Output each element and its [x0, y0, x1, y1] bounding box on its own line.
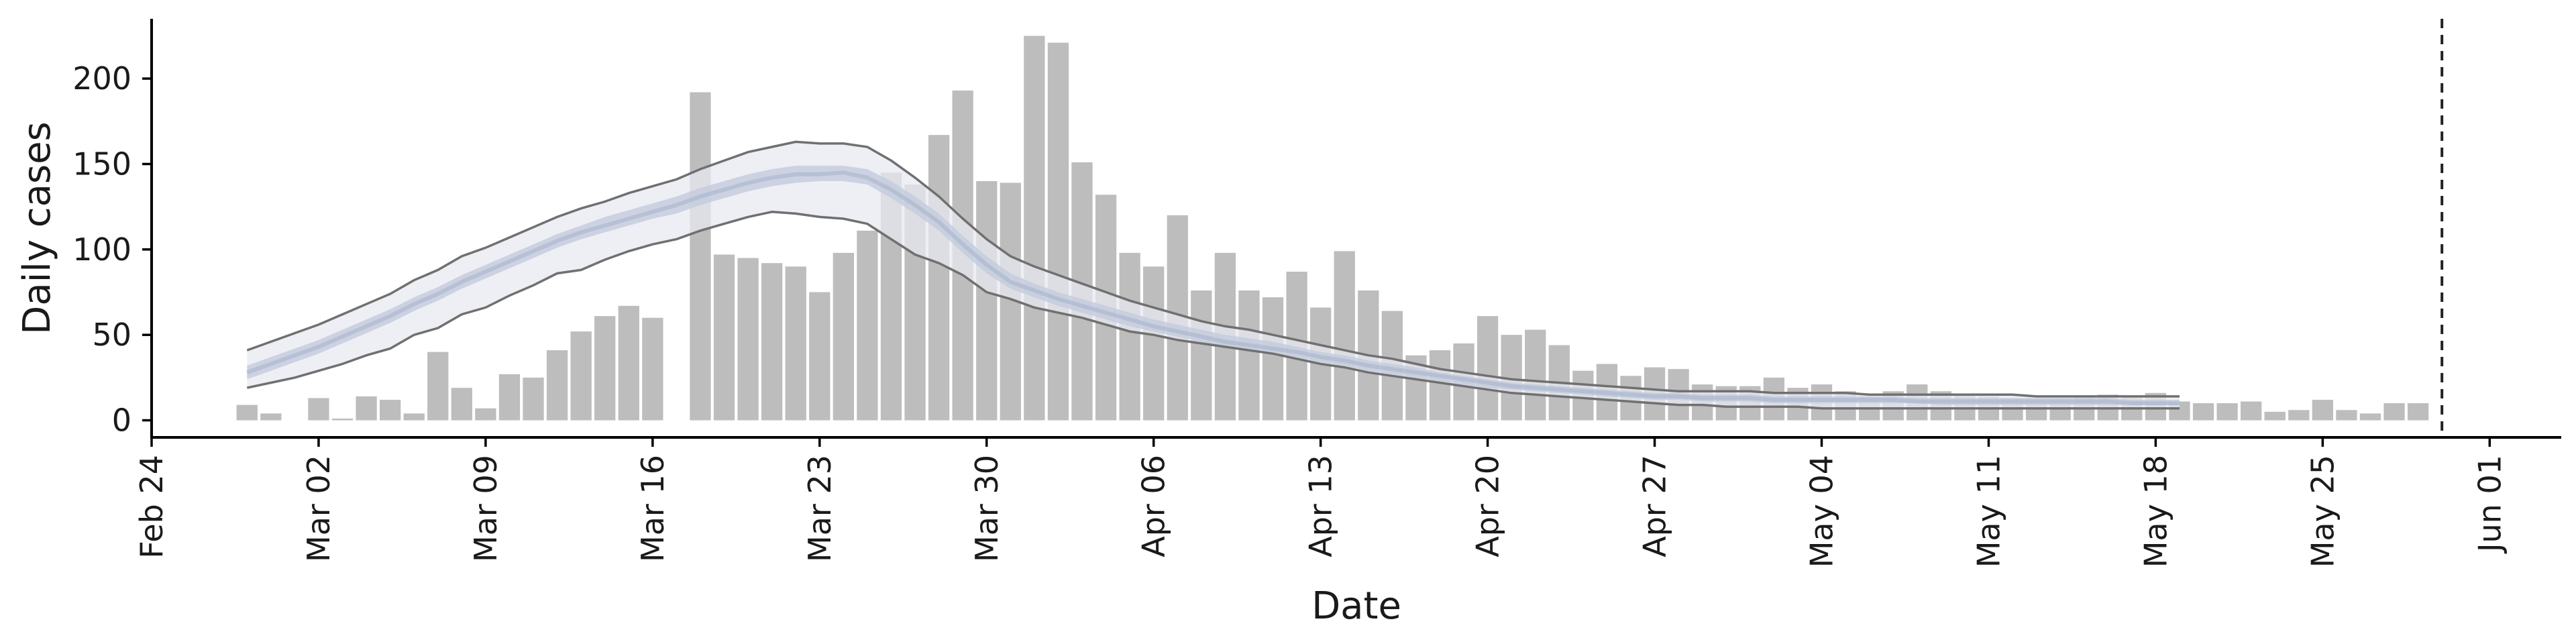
y-tick-label: 0 — [112, 402, 131, 439]
bar — [1238, 290, 1260, 421]
bar — [2359, 413, 2381, 421]
bar — [737, 258, 759, 421]
bar — [498, 374, 521, 421]
x-tick-label: Mar 02 — [301, 455, 337, 562]
bar — [809, 292, 830, 421]
bar — [523, 377, 544, 421]
bar — [928, 135, 950, 421]
x-tick-label: Feb 24 — [133, 455, 170, 559]
bar — [857, 230, 878, 421]
bar — [1143, 266, 1165, 421]
lower-bound-line — [246, 211, 2180, 410]
bar — [1191, 290, 1212, 421]
bar — [761, 263, 783, 421]
bar — [690, 92, 711, 421]
x-axis-label: Date — [1311, 584, 1401, 628]
y-tick-label: 50 — [92, 317, 131, 353]
bar — [451, 388, 472, 421]
median-line — [246, 170, 2180, 406]
bar — [236, 405, 258, 421]
x-tick-label: May 11 — [1970, 455, 2006, 568]
x-tick-label: Apr 20 — [1470, 455, 1506, 557]
x-tick-label: Jun 01 — [2471, 455, 2508, 554]
outer-confidence-band — [247, 142, 2180, 409]
bar — [2288, 410, 2310, 421]
bar — [260, 413, 282, 421]
bar — [1429, 350, 1451, 421]
forecast-bands — [246, 140, 2180, 410]
x-axis-ticks: Feb 24 Mar 02 Mar 09 Mar 16 Mar 23 Mar 30 Apr … — [133, 437, 2508, 568]
y-tick-label: 200 — [72, 60, 131, 97]
x-tick-label: May 25 — [2304, 455, 2341, 568]
bar — [976, 180, 998, 421]
y-tick-label: 100 — [72, 231, 131, 268]
y-axis-ticks: 0 50 100 150 200 — [72, 60, 152, 439]
bar — [356, 396, 377, 421]
bar — [618, 305, 639, 421]
bar — [785, 266, 806, 421]
x-tick-label: Mar 23 — [802, 455, 838, 562]
bar — [2336, 410, 2357, 421]
bar — [1119, 252, 1140, 421]
x-tick-label: Apr 06 — [1136, 455, 1172, 557]
bar — [2383, 403, 2405, 421]
bar — [2264, 411, 2286, 421]
bar — [594, 316, 616, 421]
x-tick-label: Mar 16 — [635, 455, 671, 562]
bar — [1525, 329, 1546, 421]
bar — [546, 350, 568, 421]
y-axis-label: Daily cases — [15, 121, 59, 334]
bar — [308, 398, 329, 421]
bar — [2241, 401, 2262, 421]
bar — [1047, 42, 1069, 421]
x-tick-label: Mar 30 — [969, 455, 1005, 562]
bar — [1262, 297, 1284, 421]
bar — [833, 252, 855, 421]
y-tick-label: 150 — [72, 146, 131, 182]
x-tick-label: May 04 — [1804, 455, 1840, 568]
bar — [2216, 403, 2238, 421]
bar — [403, 413, 425, 421]
bar — [475, 408, 496, 421]
x-tick-label: Mar 09 — [468, 455, 504, 562]
bar — [427, 352, 449, 421]
upper-bound-line — [246, 140, 2180, 398]
bar — [2407, 403, 2429, 421]
axes — [150, 19, 2561, 439]
bar — [1024, 36, 1045, 421]
bar — [2192, 403, 2214, 421]
inner-confidence-band — [247, 166, 2180, 405]
bar — [2312, 399, 2334, 421]
bar — [570, 331, 592, 421]
bar — [1334, 251, 1355, 421]
x-tick-label: May 18 — [2137, 455, 2174, 568]
bar — [380, 399, 401, 421]
bar — [1477, 316, 1499, 421]
bar — [713, 254, 735, 421]
x-tick-label: Apr 27 — [1637, 455, 1673, 557]
bar — [331, 418, 354, 421]
x-tick-label: Apr 13 — [1303, 455, 1339, 557]
bar — [642, 317, 663, 421]
